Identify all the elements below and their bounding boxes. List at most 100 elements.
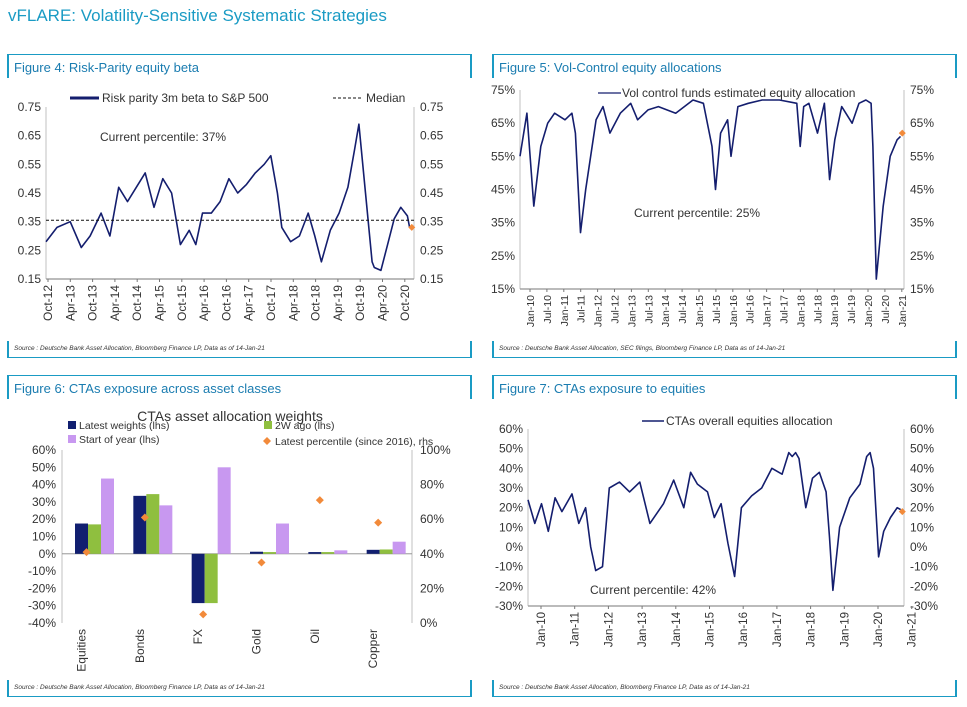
y-tick-label-right: 20% <box>910 501 934 515</box>
legend-label-series: CTAs overall equities allocation <box>666 414 833 428</box>
category-label: Bonds <box>133 629 147 663</box>
x-tick-label: Jul-17 <box>779 295 791 324</box>
y-tick-label-left: 0.45 <box>18 186 42 200</box>
x-tick-label: Oct-12 <box>41 285 55 321</box>
y-tick-label-right: 0.25 <box>420 243 444 257</box>
x-tick-label: Jul-18 <box>812 295 824 324</box>
x-tick-label: Jan-10 <box>536 612 548 647</box>
x-tick-label: Jan-11 <box>570 612 582 646</box>
figure-7-title: Figure 7: CTAs exposure to equities <box>492 375 957 399</box>
bar-gold-start-of-year <box>276 523 289 554</box>
y-tick-label-right: 100% <box>420 443 451 457</box>
legend-label-series: Vol control funds estimated equity alloc… <box>622 86 855 100</box>
y-tick-label-left: 20% <box>32 512 56 526</box>
y-tick-label-right: 40% <box>910 461 934 475</box>
x-tick-label: Jan-13 <box>637 612 649 647</box>
y-tick-label-left: -30% <box>28 599 56 613</box>
bar-fx-start-of-year <box>217 467 231 554</box>
bar-oil-latest <box>308 552 322 554</box>
x-tick-label: Jan-14 <box>671 611 683 647</box>
x-tick-label: Jul-16 <box>745 295 757 324</box>
x-tick-label: Jan-16 <box>728 295 740 327</box>
y-tick-label-left: 15% <box>491 282 515 296</box>
figure-4-source: Source : Deutsche Bank Asset Allocation,… <box>7 341 472 358</box>
y-tick-label-left: 30% <box>32 495 56 509</box>
percentile-marker-bonds <box>140 513 149 522</box>
x-tick-label: Jul-10 <box>542 295 554 324</box>
y-tick-label-left: -40% <box>28 616 56 630</box>
x-tick-label: Jul-14 <box>677 295 689 324</box>
category-label: Equities <box>75 629 89 672</box>
legend-swatch <box>264 421 272 429</box>
x-tick-label: Jan-19 <box>839 612 851 647</box>
y-tick-label-right: 60% <box>910 422 934 436</box>
legend-label-median: Median <box>366 91 405 105</box>
y-tick-label-right: 0.75 <box>420 100 444 114</box>
series-line <box>519 99 902 280</box>
chart-title: CTAs asset allocation weights <box>137 408 323 424</box>
x-tick-label: Apr-15 <box>153 285 167 321</box>
x-tick-label: Oct-16 <box>219 285 233 321</box>
legend-swatch-percentile <box>263 437 271 445</box>
x-tick-label: Jul-11 <box>576 295 588 323</box>
percentile-marker-fx <box>199 610 208 619</box>
legend-swatch <box>68 421 76 429</box>
x-tick-label: Jan-18 <box>795 295 807 327</box>
y-tick-label-left: 40% <box>499 461 523 475</box>
x-tick-label: Jan-20 <box>863 295 875 327</box>
y-tick-label-left: 0.15 <box>18 272 42 286</box>
x-tick-label: Apr-19 <box>331 285 345 321</box>
x-tick-label: Jan-12 <box>603 612 615 647</box>
y-tick-label-left: 35% <box>491 216 515 230</box>
y-tick-label-left: 0% <box>506 540 524 554</box>
y-tick-label-right: -20% <box>910 579 938 593</box>
legend-label: Start of year (lhs) <box>79 434 160 446</box>
figure-4-title: Figure 4: Risk-Parity equity beta <box>7 54 472 78</box>
y-tick-label-right: 0.35 <box>420 215 444 229</box>
y-tick-label-left: 10% <box>499 520 523 534</box>
percentile-marker-equities <box>82 548 91 557</box>
bar-bonds-2w-ago <box>146 494 160 554</box>
y-tick-label-left: 0.55 <box>18 157 42 171</box>
figure-6-title: Figure 6: CTAs exposure across asset cla… <box>7 375 472 399</box>
series-line <box>527 451 901 592</box>
y-tick-label-right: 0.45 <box>420 186 444 200</box>
category-label: Copper <box>366 629 380 668</box>
bar-equities-2w-ago <box>88 524 101 554</box>
y-tick-label-left: 50% <box>32 460 56 474</box>
figure-7-source: Source : Deutsche Bank Asset Allocation,… <box>492 680 957 697</box>
x-tick-label: Jan-10 <box>525 295 537 327</box>
x-tick-label: Apr-13 <box>63 285 77 321</box>
bar-copper-start-of-year <box>392 541 406 554</box>
x-tick-label: Jan-21 <box>897 295 909 327</box>
y-tick-label-right: 0% <box>420 616 438 630</box>
y-tick-label-left: 0% <box>39 547 57 561</box>
x-tick-label: Oct-17 <box>264 285 278 321</box>
y-tick-label-left: 60% <box>499 422 523 436</box>
y-tick-label-right: 0% <box>910 540 928 554</box>
y-tick-label-left: 0.35 <box>18 215 42 229</box>
series-line <box>45 123 411 272</box>
legend-label: 2W ago (lhs) <box>275 420 335 432</box>
x-tick-label: Oct-14 <box>130 285 144 321</box>
x-tick-label: Apr-18 <box>286 285 300 321</box>
y-tick-label-right: 60% <box>420 512 444 526</box>
y-tick-label-right: -30% <box>910 599 938 613</box>
bar-gold-latest <box>250 551 263 554</box>
x-tick-label: Apr-14 <box>108 285 122 321</box>
y-tick-label-right: 40% <box>420 547 444 561</box>
y-tick-label-left: 0.25 <box>18 243 42 257</box>
x-tick-label: Jan-15 <box>694 295 706 327</box>
percentile-marker-oil <box>315 496 324 505</box>
x-tick-label: Jul-20 <box>880 295 892 324</box>
current-percentile-annotation: Current percentile: 42% <box>590 583 716 597</box>
percentile-marker-gold <box>257 558 266 567</box>
y-tick-label-left: 10% <box>32 530 56 544</box>
x-tick-label: Jul-13 <box>643 295 655 324</box>
legend-label: Latest weights (lhs) <box>79 420 169 432</box>
category-label: FX <box>191 629 205 644</box>
x-tick-label: Jan-16 <box>738 612 750 647</box>
